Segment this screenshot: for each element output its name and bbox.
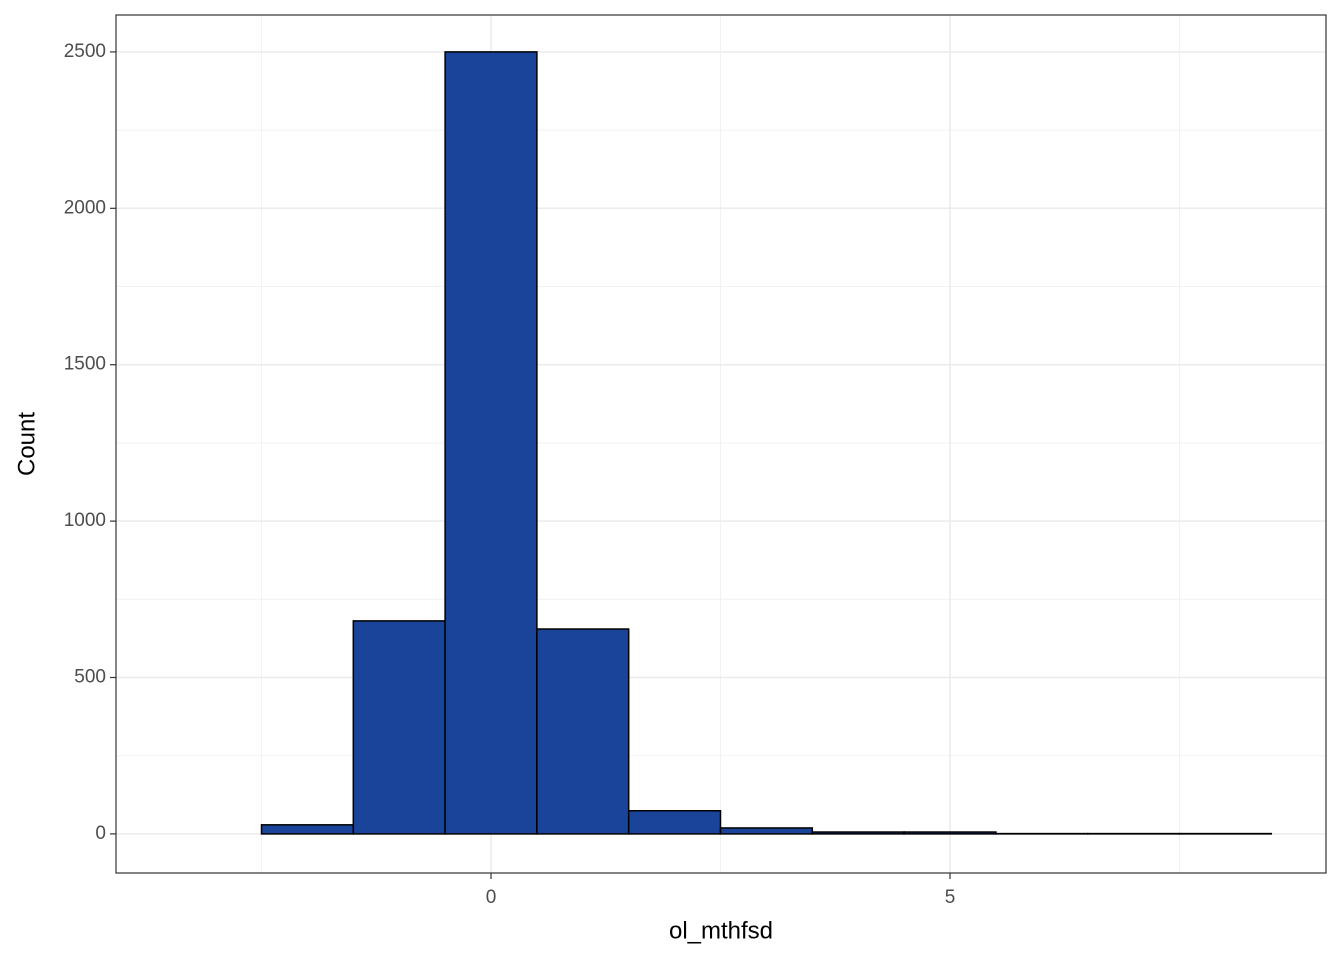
- y-tick-label: 1500: [64, 354, 106, 375]
- panel-border: [115, 14, 1327, 874]
- bar: [903, 831, 997, 835]
- bar: [719, 827, 814, 835]
- y-tick-label: 500: [74, 667, 106, 688]
- y-tick-label: 0: [95, 823, 106, 844]
- x-tick-label: 0: [486, 887, 497, 908]
- bar: [260, 824, 355, 835]
- x-axis-title: ol_mthfsd: [669, 917, 773, 944]
- y-tick-label: 2500: [64, 41, 106, 62]
- bar: [352, 620, 446, 835]
- bar: [444, 51, 538, 835]
- y-axis-title: Count: [13, 412, 40, 476]
- panel-background: [116, 15, 1326, 873]
- bar: [627, 810, 722, 835]
- y-tick-label: 1000: [64, 510, 106, 531]
- x-tick-label: 5: [945, 887, 956, 908]
- bar: [536, 628, 630, 835]
- y-tick-label: 2000: [64, 197, 106, 218]
- bar: [811, 831, 905, 835]
